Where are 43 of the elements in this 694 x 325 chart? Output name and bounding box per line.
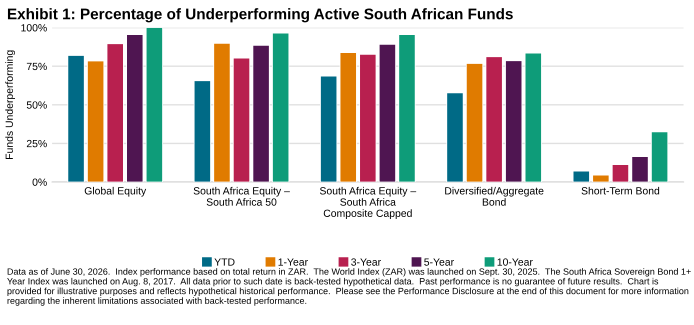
text: Data as of June 30, 2026. Index performance based on total return in ZAR. The World Index (ZAR) was launched on Sept. 30, 2025. The South Africa Sovereign Bond 1+ Year Index was launched on Aug. 8, 2017. All data prior to such date is back-tested hypothetical data. Past performance is no guarantee of future results. Chart is provided for illustrative purposes and reflects hypothetical historical performance. Please see the Performance Disclosure at the end of this document for more information regarding the inherent limitations associated with back-tested performance. (7, 268, 691, 306)
legend-label: 3-Year (351, 258, 381, 266)
bar (106, 43, 124, 182)
bar (466, 63, 484, 182)
bar (359, 54, 376, 182)
bar (650, 131, 668, 182)
x-tick-label: South Africa Equity – South Africa 50 (194, 186, 290, 206)
bar (398, 34, 416, 182)
x-tick-label: Diversified/Aggregate Bond (445, 186, 544, 206)
bar (272, 32, 290, 182)
bar (446, 92, 464, 182)
bar (86, 60, 104, 182)
bar (320, 76, 338, 182)
y-tick-label: 25% (26, 140, 47, 148)
chart-title: Exhibit 1: Percentage of Underperforming Active South African Funds (8, 8, 513, 22)
x-tick-label: Short-Term Bond (582, 186, 660, 195)
bar (126, 34, 144, 182)
bar (592, 174, 610, 182)
x-tick-label: South Africa Equity – South Africa Composite Capped (320, 186, 416, 220)
legend-label: YTD (214, 258, 235, 266)
y-tick-label: 0% (32, 178, 47, 186)
bar (505, 60, 522, 182)
bar (612, 164, 630, 182)
bar (252, 44, 270, 182)
bar (232, 58, 250, 182)
y-tick-label: 50% (26, 101, 47, 109)
bar (340, 52, 357, 182)
legend-label: 10-Year (498, 258, 533, 266)
bar (486, 56, 503, 182)
y-tick-label: 100% (21, 24, 47, 32)
bar (631, 156, 649, 182)
legend-label: 1-Year (278, 258, 308, 266)
bar (194, 80, 211, 182)
x-tick-label: Global Equity (84, 186, 146, 197)
bar (572, 170, 590, 182)
bar (213, 42, 231, 182)
bar (378, 44, 396, 182)
legend-label: 5-Year (424, 258, 454, 266)
bar (146, 28, 163, 182)
y-axis-title: Funds Underperforming (5, 50, 15, 159)
y-tick-label: 75% (26, 62, 47, 70)
bar (67, 54, 85, 182)
bar (524, 52, 542, 182)
